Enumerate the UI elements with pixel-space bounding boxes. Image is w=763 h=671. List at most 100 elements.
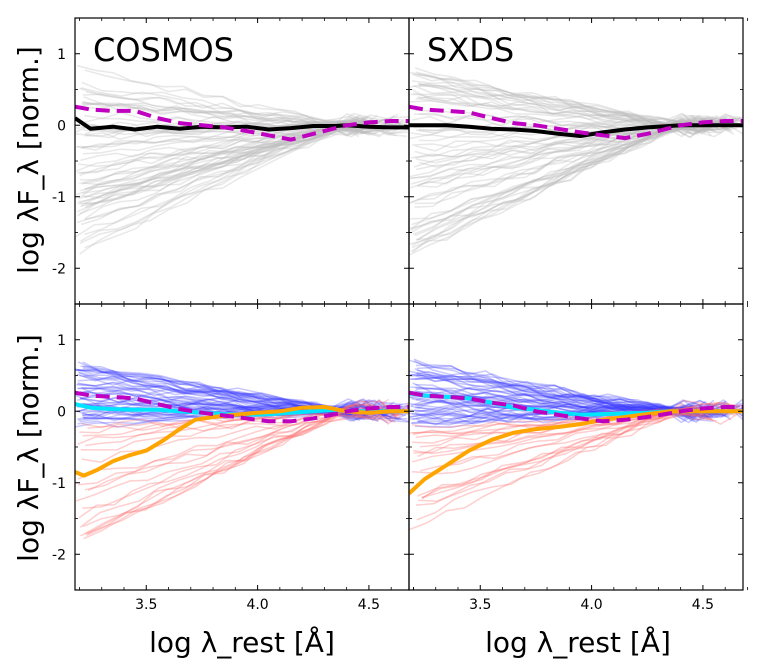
sed-line xyxy=(77,124,391,205)
sed-line xyxy=(79,122,409,244)
sed-line xyxy=(80,121,377,242)
sed-line xyxy=(409,119,701,189)
sed-line xyxy=(419,120,695,142)
plot-area xyxy=(409,67,743,256)
sed-line xyxy=(418,83,698,126)
sed-line xyxy=(409,71,702,136)
sed-line xyxy=(412,119,714,253)
sed-line xyxy=(415,109,743,135)
sed-line xyxy=(416,399,743,418)
plot-area xyxy=(75,64,409,255)
sed-line xyxy=(79,408,395,528)
sed-line xyxy=(77,386,367,418)
sed-line xyxy=(410,118,730,230)
sed-line xyxy=(82,398,389,509)
sed-line xyxy=(83,403,384,540)
sed-line xyxy=(78,120,366,167)
sed-line xyxy=(82,367,393,422)
panel-1: 1 0 -1 -2 COSMOS xyxy=(52,17,414,305)
sed-line xyxy=(410,373,729,418)
sed-line xyxy=(76,392,409,413)
sed-line xyxy=(415,412,704,506)
sed-line xyxy=(411,119,730,249)
sed-line xyxy=(411,407,697,429)
plot-area xyxy=(75,361,409,540)
sed-line xyxy=(76,393,409,418)
sed-line xyxy=(415,386,706,412)
sed-line xyxy=(411,120,711,226)
sed-line xyxy=(416,401,720,521)
sed-line xyxy=(76,401,395,415)
sed-line xyxy=(80,413,371,451)
sed-line xyxy=(87,400,401,535)
sed-line xyxy=(79,116,366,192)
sed-line xyxy=(415,395,709,420)
sed-line xyxy=(79,374,366,418)
sed-line xyxy=(75,116,391,172)
sed-line xyxy=(415,364,696,423)
template-line xyxy=(75,104,409,142)
sed-line xyxy=(78,371,402,420)
sed-line xyxy=(81,100,409,137)
sed-line xyxy=(410,397,731,419)
sed-line xyxy=(79,115,359,177)
sed-line xyxy=(75,122,385,238)
ytick-label: -2 xyxy=(52,547,66,563)
ytick-label: -1 xyxy=(52,476,66,492)
sed-line xyxy=(78,114,379,200)
sed-line xyxy=(415,376,743,421)
panel-title: COSMOS xyxy=(93,31,234,69)
sed-line xyxy=(80,114,396,135)
sed-line xyxy=(418,84,738,132)
sed-line xyxy=(409,373,716,424)
sed-line xyxy=(77,403,396,480)
sed-line xyxy=(81,125,409,206)
sed-line xyxy=(83,391,398,421)
sed-line xyxy=(410,376,727,412)
sed-line xyxy=(410,408,719,426)
sed-line xyxy=(418,73,740,126)
sed-line xyxy=(409,115,743,178)
sed-line xyxy=(409,371,708,412)
sed-line xyxy=(84,114,390,204)
panel-3: 1 0 -1 -2 3.5 4.0 4.5 xyxy=(52,303,414,613)
sed-line xyxy=(76,122,409,196)
ytick-label: -2 xyxy=(52,261,66,277)
sed-line xyxy=(413,92,728,126)
xtick-label: 4.0 xyxy=(580,597,602,613)
xtick-label: 3.5 xyxy=(135,597,157,613)
ytick-label: 1 xyxy=(57,47,66,63)
sed-line xyxy=(81,409,392,463)
sed-line xyxy=(415,71,737,128)
sed-line xyxy=(413,360,714,418)
template-line xyxy=(75,390,409,424)
sed-line xyxy=(81,120,378,149)
sed-line xyxy=(414,124,735,205)
sed-line xyxy=(79,129,366,255)
sed-line xyxy=(80,87,405,131)
panel-title: SXDS xyxy=(427,31,514,69)
xlabel-right: log λ_rest [Å] xyxy=(485,625,671,659)
sed-line xyxy=(412,382,715,418)
sed-line xyxy=(417,393,743,416)
panel-2: SXDS xyxy=(408,17,748,305)
sed-line xyxy=(415,126,696,241)
sed-line xyxy=(411,406,741,474)
sed-line xyxy=(80,404,409,537)
sed-line xyxy=(416,115,728,164)
sed-line xyxy=(411,396,743,418)
sed-line xyxy=(416,366,712,416)
sed-line xyxy=(80,119,384,226)
sed-line xyxy=(412,115,695,130)
ytick-label: -1 xyxy=(52,190,66,206)
xtick-label: 4.0 xyxy=(246,597,268,613)
sed-line xyxy=(416,369,714,422)
sed-line xyxy=(82,93,364,126)
sed-line xyxy=(417,404,703,423)
sed-line xyxy=(412,114,743,236)
sed-line xyxy=(79,396,403,415)
ytick-label: 0 xyxy=(57,118,66,134)
sed-line xyxy=(410,121,705,137)
ylabel-bottom: log λF_λ [norm.] xyxy=(12,334,45,562)
